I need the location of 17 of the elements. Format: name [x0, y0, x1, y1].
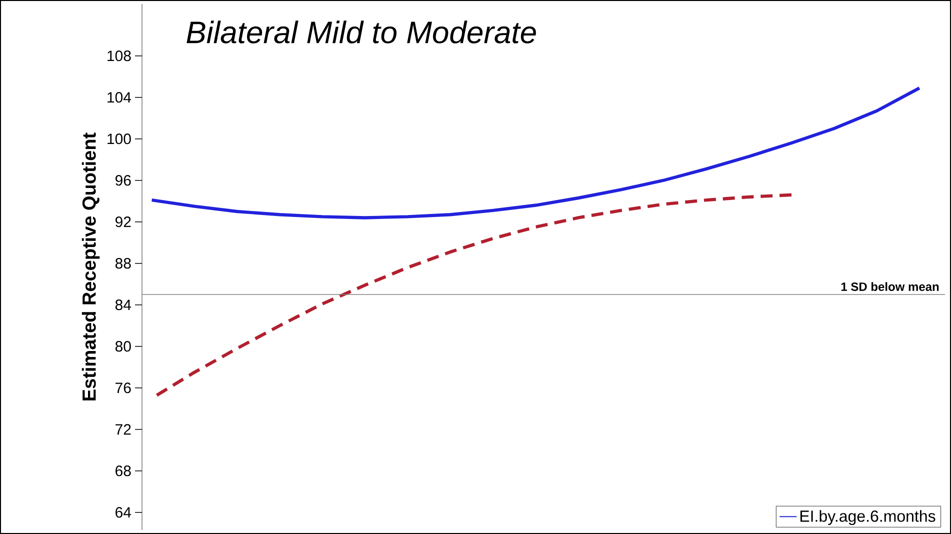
- y-tick-label: 80: [115, 341, 131, 352]
- y-axis-title: Estimated Receptive Quotient: [82, 132, 100, 400]
- y-tick-label: 64: [116, 507, 132, 518]
- ref-line-label: 1 SD below mean: [841, 282, 939, 291]
- y-tick-label: 96: [116, 175, 131, 186]
- chart-title: Bilateral Mild to Moderate: [186, 20, 536, 44]
- y-tick-label: 84: [115, 300, 132, 310]
- y-tick-label: 88: [115, 258, 131, 269]
- y-tick-label: 104: [108, 92, 132, 103]
- line-series: [150, 86, 922, 220]
- y-tick-label: 100: [108, 134, 131, 144]
- legend-label: EI.by.age.6.months: [800, 510, 936, 526]
- y-tick-label: 68: [116, 466, 131, 476]
- y-tick-label: 108: [108, 50, 131, 62]
- y-tick-label: 92: [116, 216, 131, 228]
- y-tick-label: 76: [116, 382, 131, 394]
- y-tick-label: 72: [116, 424, 131, 435]
